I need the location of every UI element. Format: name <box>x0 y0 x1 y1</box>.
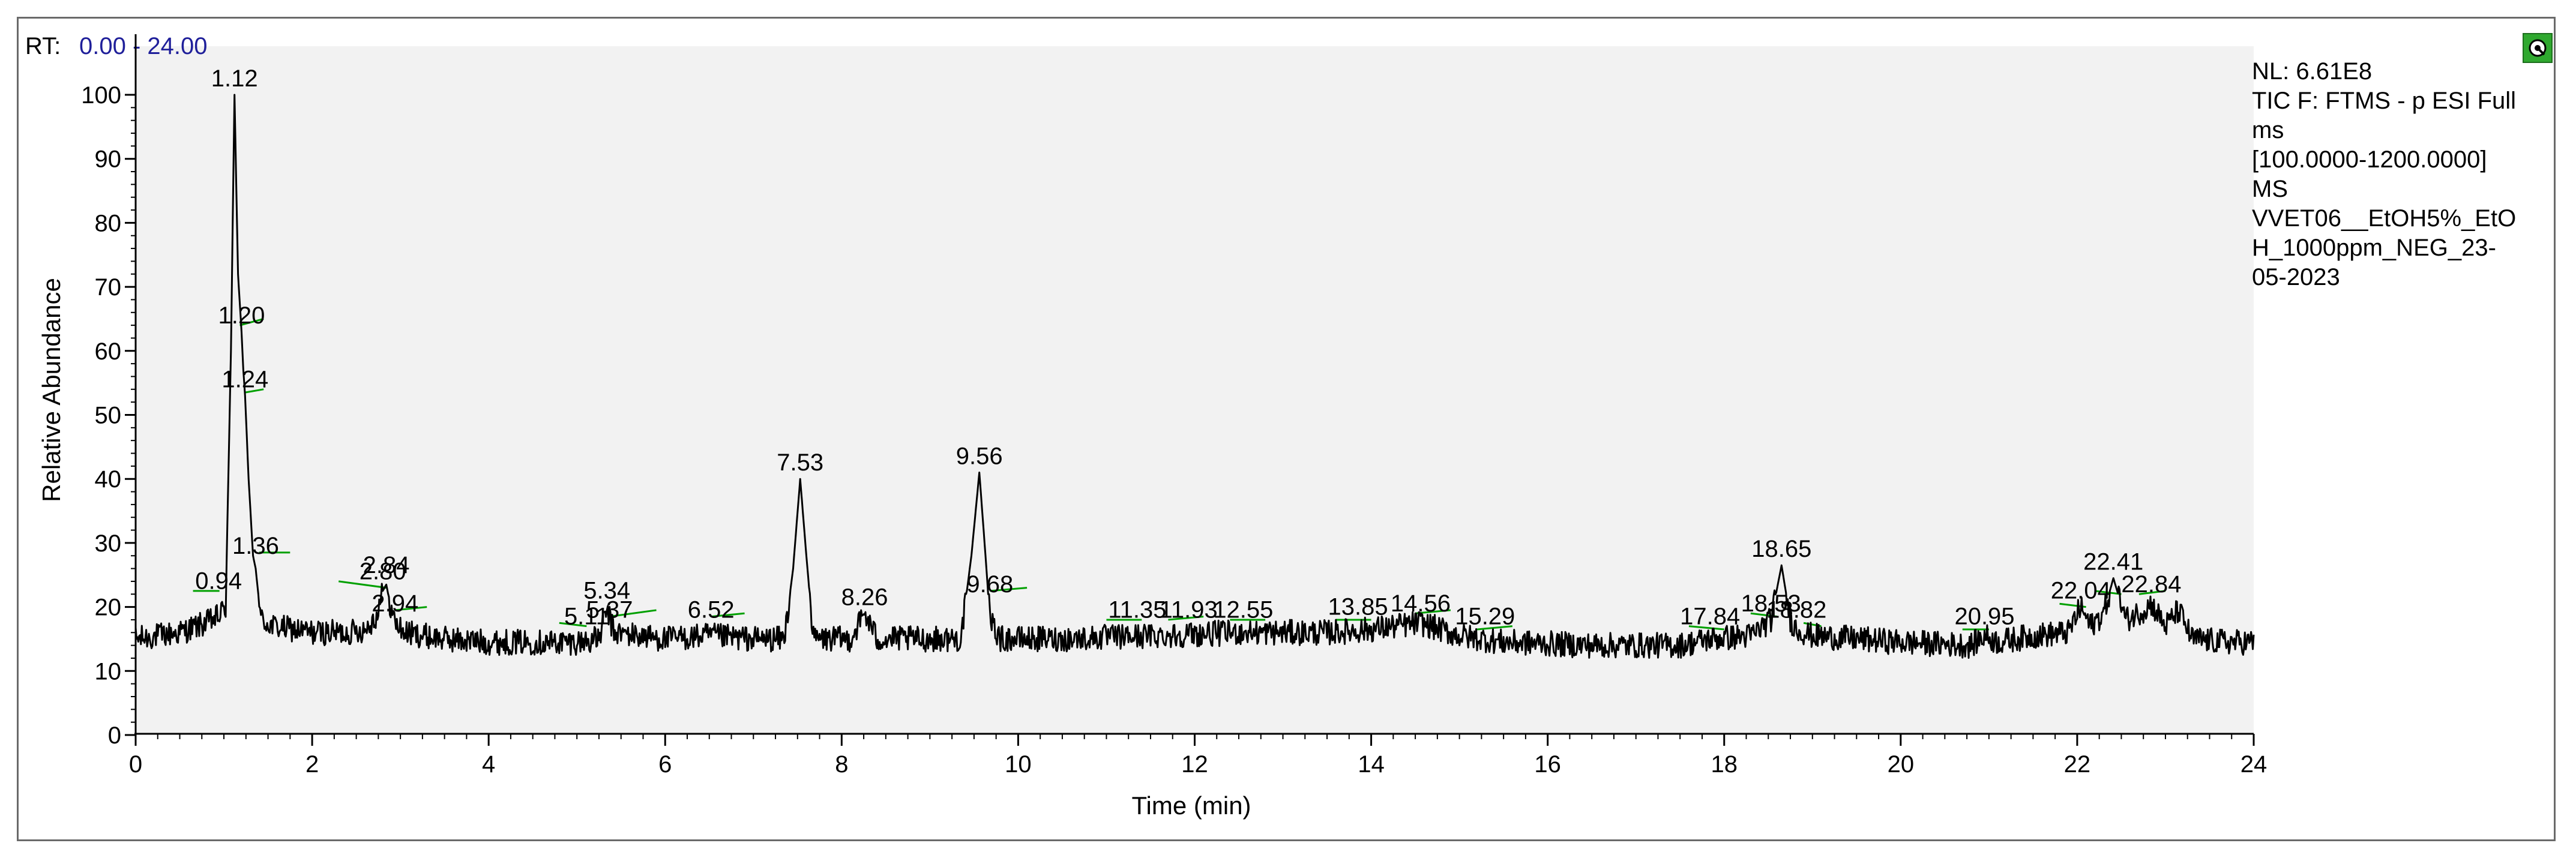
peak-baselines <box>193 318 2166 631</box>
peak-label: 22.04 <box>2051 578 2111 604</box>
rt-label: RT: <box>25 33 61 59</box>
y-tick-label: 40 <box>95 466 122 493</box>
y-tick-label: 100 <box>81 82 121 109</box>
peak-label: 1.20 <box>218 302 265 329</box>
y-tick-label: 80 <box>95 210 122 236</box>
peak-label: 0.94 <box>195 568 242 595</box>
peak-label: 1.24 <box>221 366 268 392</box>
x-tick-label: 24 <box>2240 751 2268 778</box>
status-glyph-icon <box>2529 39 2547 57</box>
peak-label: 15.29 <box>1455 603 1515 629</box>
baseline-marker <box>559 622 587 628</box>
scan-info-panel: NL: 6.61E8 TIC F: FTMS - p ESI Full ms [100… <box>2252 57 2552 292</box>
tic-trace <box>134 94 2255 659</box>
y-tick-label: 0 <box>108 722 121 749</box>
peak-label: 11.35 <box>1108 597 1166 623</box>
peak-label: 5.34 <box>583 578 630 604</box>
x-tick-label: 18 <box>1711 751 1738 778</box>
info-line: [100.0000-1200.0000] <box>2252 146 2487 173</box>
peak-label: 18.82 <box>1766 597 1826 623</box>
peak-label: 1.36 <box>232 533 279 559</box>
baseline-marker <box>1168 616 1204 621</box>
x-tick-label: 12 <box>1181 751 1208 778</box>
baseline-marker <box>245 388 264 394</box>
x-tick-label: 0 <box>129 751 142 778</box>
x-tick-label: 2 <box>305 751 319 778</box>
baseline-marker <box>990 587 1028 592</box>
info-line: VVET06__EtOH5%_EtO <box>2252 205 2517 232</box>
peak-label: 13.85 <box>1328 593 1388 620</box>
baseline-marker <box>239 318 264 326</box>
info-line: TIC F: FTMS - p ESI Full <box>2252 88 2517 114</box>
peak-label: 5.37 <box>586 597 633 623</box>
green-status-icon[interactable] <box>2523 33 2553 63</box>
y-tick-label: 20 <box>95 595 122 621</box>
peak-label: 7.53 <box>777 449 823 476</box>
y-tick-label: 90 <box>95 146 122 173</box>
baseline-marker <box>711 612 745 618</box>
x-tick-label: 4 <box>482 751 495 778</box>
baseline-marker <box>2095 590 2122 595</box>
x-axis-title: Time (min) <box>1131 791 1251 820</box>
x-tick-label: 20 <box>1888 751 1915 778</box>
peak-label: 20.95 <box>1954 603 2014 629</box>
peak-labels: 0.94 1.12 1.20 1.24 1.36 2.802.84 2.94 5.115.34… <box>195 65 2181 629</box>
peak-label: 5.11 <box>564 603 609 629</box>
info-line: H_1000ppm_NEG_23- <box>2252 235 2496 261</box>
peak-label: 22.84 <box>2121 571 2181 598</box>
y-tick-label: 50 <box>95 403 122 429</box>
peak-label: 6.52 <box>688 597 735 623</box>
info-line: NL: 6.61E8 <box>2252 58 2373 85</box>
peak-label: 14.56 <box>1391 590 1451 617</box>
x-tick-label: 14 <box>1358 751 1385 778</box>
plot-area <box>136 46 2254 734</box>
peak-label: 1.12 <box>211 65 258 92</box>
peak-label: 12.55 <box>1213 597 1273 623</box>
y-tick-label: 10 <box>95 658 122 685</box>
info-line: ms <box>2252 117 2284 143</box>
baseline-marker <box>1688 625 1724 631</box>
baseline-marker <box>338 580 387 589</box>
baseline-marker <box>395 606 427 611</box>
x-tick-label: 22 <box>2064 751 2091 778</box>
x-tick-label: 6 <box>658 751 672 778</box>
rt-range: 0.00 - 24.00 <box>79 33 208 59</box>
peak-label: 18.65 <box>1751 536 1811 562</box>
peak-label: 22.41 <box>2083 549 2143 575</box>
y-tick-label: 60 <box>95 338 122 365</box>
info-line: 05-2023 <box>2252 264 2340 290</box>
peak-label: 9.68 <box>966 571 1013 598</box>
baseline-marker <box>609 609 657 618</box>
peak-label: 2.80 <box>360 559 406 585</box>
x-tick-label: 10 <box>1005 751 1032 778</box>
y-axis-title: Relative Abundance <box>37 278 65 502</box>
x-tick-label: 16 <box>1534 751 1561 778</box>
peak-label: 18.53 <box>1741 590 1801 617</box>
peak-label: 2.94 <box>372 590 418 617</box>
info-line: MS <box>2252 176 2288 202</box>
peak-label: 11.93 <box>1160 597 1218 623</box>
peak-label: 2.84 <box>363 552 410 578</box>
peak-label: 9.56 <box>956 443 1003 470</box>
y-tick-label: 70 <box>95 274 122 301</box>
baseline-marker <box>1476 625 1512 631</box>
peak-label: 8.26 <box>841 584 888 610</box>
x-tick-label: 8 <box>835 751 848 778</box>
peak-label: 17.84 <box>1680 603 1740 629</box>
baseline-marker <box>2138 590 2166 595</box>
y-tick-label: 30 <box>95 530 122 557</box>
